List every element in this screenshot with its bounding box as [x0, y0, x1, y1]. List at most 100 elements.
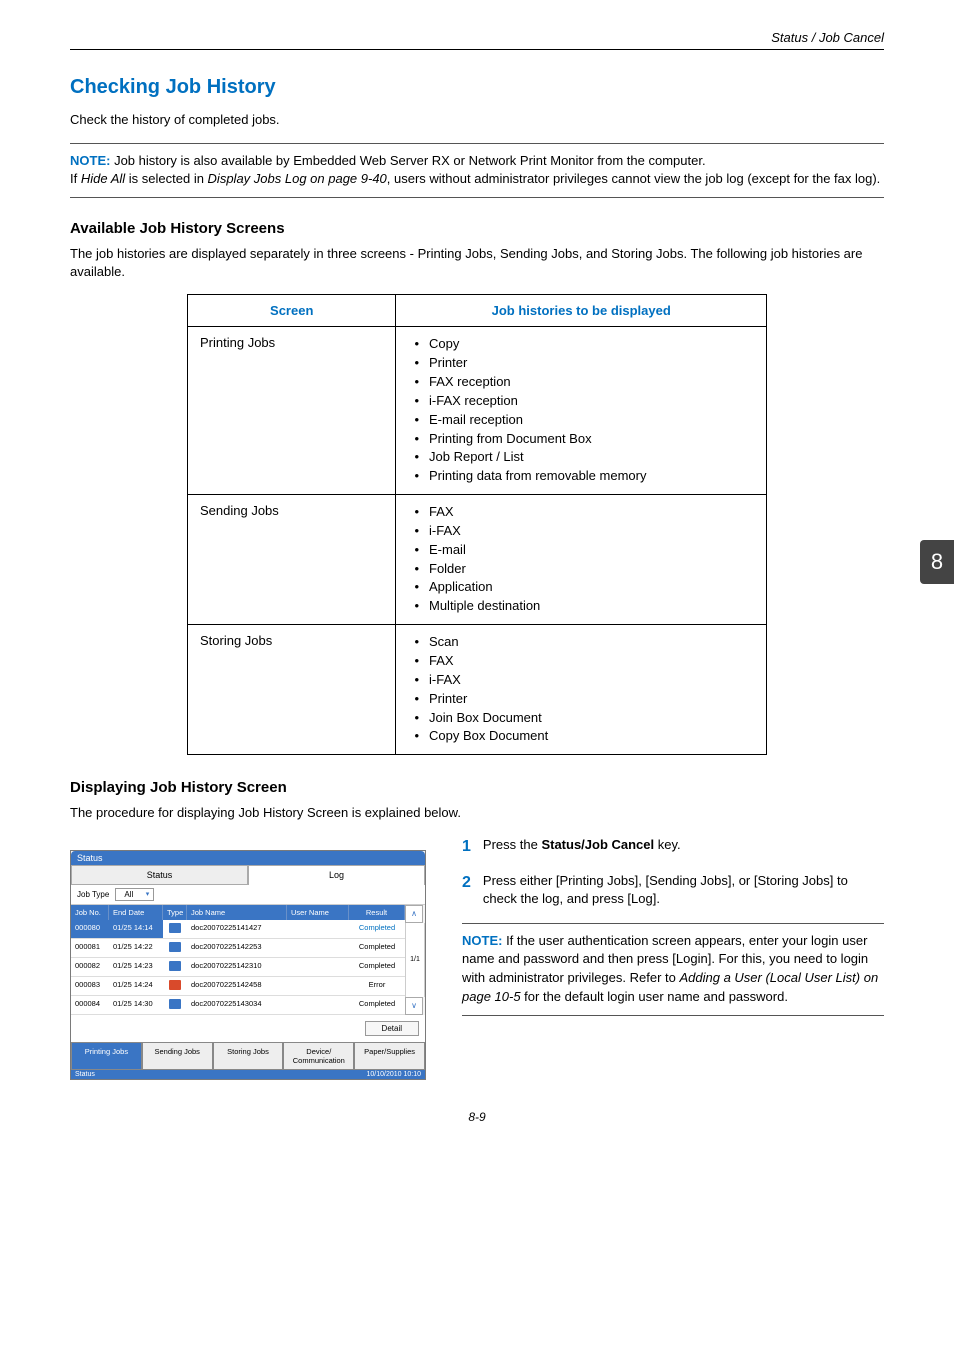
note1-2a: If — [70, 171, 81, 186]
page-indicator: 1/1 — [405, 923, 425, 997]
cell-date: 01/25 14:24 — [109, 977, 163, 995]
table-row: Printing JobsCopyPrinterFAX receptioni-F… — [188, 327, 767, 495]
cell-name: doc20070225141427 — [187, 920, 287, 938]
screenshot-panel: Status Status Log Job Type All Job No. E… — [70, 836, 430, 1080]
cell-user — [287, 920, 349, 938]
note-block-1: NOTE: Job history is also available by E… — [70, 143, 884, 199]
th-histories: Job histories to be displayed — [396, 295, 767, 327]
bt-device[interactable]: Device/ Communication — [283, 1042, 354, 1070]
step1-b: Status/Job Cancel — [541, 837, 654, 852]
history-item: Printing data from removable memory — [414, 467, 754, 486]
bt-paper[interactable]: Paper/Supplies — [354, 1042, 425, 1070]
cell-jobno: 000081 — [71, 939, 109, 957]
history-item: Join Box Document — [414, 709, 754, 728]
history-item: Printing from Document Box — [414, 430, 754, 449]
step2-text: Press either [Printing Jobs], [Sending J… — [483, 872, 884, 908]
tab-status[interactable]: Status — [71, 865, 248, 885]
th-type: Type — [163, 905, 187, 920]
app-mock: Status Status Log Job Type All Job No. E… — [70, 850, 426, 1080]
history-item: Scan — [414, 633, 754, 652]
app-tabs: Status Log — [71, 865, 425, 885]
log-row[interactable]: 00008101/25 14:22doc20070225142253Comple… — [71, 939, 405, 958]
cell-type-icon — [163, 958, 187, 976]
history-item: i-FAX — [414, 671, 754, 690]
cell-date: 01/25 14:23 — [109, 958, 163, 976]
cell-name: doc20070225142458 — [187, 977, 287, 995]
log-row[interactable]: 00008301/25 14:24doc20070225142458Error — [71, 977, 405, 996]
cell-result: Completed — [349, 920, 405, 938]
note-label: NOTE: — [70, 153, 110, 168]
cell-user — [287, 977, 349, 995]
history-item: Multiple destination — [414, 597, 754, 616]
note2-t3: for the default login user name and pass… — [521, 989, 788, 1004]
detail-button[interactable]: Detail — [365, 1021, 419, 1036]
history-item: E-mail — [414, 541, 754, 560]
history-item: Application — [414, 578, 754, 597]
cell-date: 01/25 14:30 — [109, 996, 163, 1014]
page-number: 8-9 — [70, 1110, 884, 1124]
screen-cell: Storing Jobs — [188, 625, 396, 755]
cell-jobno: 000080 — [71, 920, 109, 938]
cell-user — [287, 996, 349, 1014]
history-item: Copy — [414, 335, 754, 354]
footer-right: 10/10/2010 10:10 — [367, 1071, 422, 1078]
jobtype-dropdown[interactable]: All — [115, 888, 154, 901]
log-row[interactable]: 00008001/25 14:14 doc20070225141427 Comple… — [71, 920, 405, 939]
note1-line1: Job history is also available by Embedde… — [110, 153, 705, 168]
step-1-number: 1 — [462, 836, 483, 858]
scroll-down-button[interactable]: ∨ — [405, 997, 423, 1015]
cell-name: doc20070225142253 — [187, 939, 287, 957]
th-result: Result — [349, 905, 405, 920]
scroll-up-button[interactable]: ∧ — [405, 905, 423, 923]
cell-type-icon — [163, 996, 187, 1014]
cell-result: Completed — [349, 958, 405, 976]
jobtype-row: Job Type All — [71, 885, 425, 905]
cell-user — [287, 958, 349, 976]
cell-jobno: 000083 — [71, 977, 109, 995]
th-enddate: End Date — [109, 905, 163, 920]
cell-name: doc20070225143034 — [187, 996, 287, 1014]
step1-c: key. — [654, 837, 681, 852]
jobtype-label: Job Type — [77, 890, 109, 899]
history-item: E-mail reception — [414, 411, 754, 430]
step-1: 1 Press the Status/Job Cancel key. — [462, 836, 884, 858]
histories-cell: CopyPrinterFAX receptioni-FAX receptionE… — [396, 327, 767, 495]
bt-sending[interactable]: Sending Jobs — [142, 1042, 213, 1070]
history-item: Folder — [414, 560, 754, 579]
cell-result: Completed — [349, 939, 405, 957]
app-titlebar: Status — [71, 851, 425, 865]
cell-date: 01/25 14:14 — [109, 920, 163, 938]
history-item: Job Report / List — [414, 448, 754, 467]
histories-cell: FAXi-FAXE-mailFolderApplicationMultiple … — [396, 495, 767, 625]
intro-paragraph: Check the history of completed jobs. — [70, 111, 884, 129]
tab-log[interactable]: Log — [248, 865, 425, 885]
log-row[interactable]: 00008201/25 14:23doc20070225142310Comple… — [71, 958, 405, 977]
available-paragraph: The job histories are displayed separate… — [70, 245, 884, 280]
bt-printing[interactable]: Printing Jobs — [71, 1042, 142, 1070]
th-jobname: Job Name — [187, 905, 287, 920]
bt-storing[interactable]: Storing Jobs — [213, 1042, 284, 1070]
history-item: FAX — [414, 652, 754, 671]
history-item: i-FAX — [414, 522, 754, 541]
footer-left: Status — [75, 1071, 95, 1078]
step-2-number: 2 — [462, 872, 483, 908]
history-item: Copy Box Document — [414, 727, 754, 746]
history-item: Printer — [414, 354, 754, 373]
cell-result: Completed — [349, 996, 405, 1014]
available-heading: Available Job History Screens — [70, 220, 884, 237]
note1-2b: Hide All — [81, 171, 125, 186]
screen-cell: Printing Jobs — [188, 327, 396, 495]
history-item: FAX reception — [414, 373, 754, 392]
cell-jobno: 000084 — [71, 996, 109, 1014]
history-item: i-FAX reception — [414, 392, 754, 411]
page-title: Checking Job History — [70, 76, 884, 99]
log-row[interactable]: 00008401/25 14:30 doc20070225143034 Comple… — [71, 996, 405, 1015]
table-row: Storing JobsScanFAXi-FAXPrinterJoin Box … — [188, 625, 767, 755]
chapter-tab: 8 — [920, 540, 954, 584]
cell-user — [287, 939, 349, 957]
th-screen: Screen — [188, 295, 396, 327]
history-item: Printer — [414, 690, 754, 709]
note1-2c: is selected in — [125, 171, 207, 186]
histories-cell: ScanFAXi-FAXPrinterJoin Box DocumentCopy… — [396, 625, 767, 755]
running-header: Status / Job Cancel — [70, 30, 884, 50]
